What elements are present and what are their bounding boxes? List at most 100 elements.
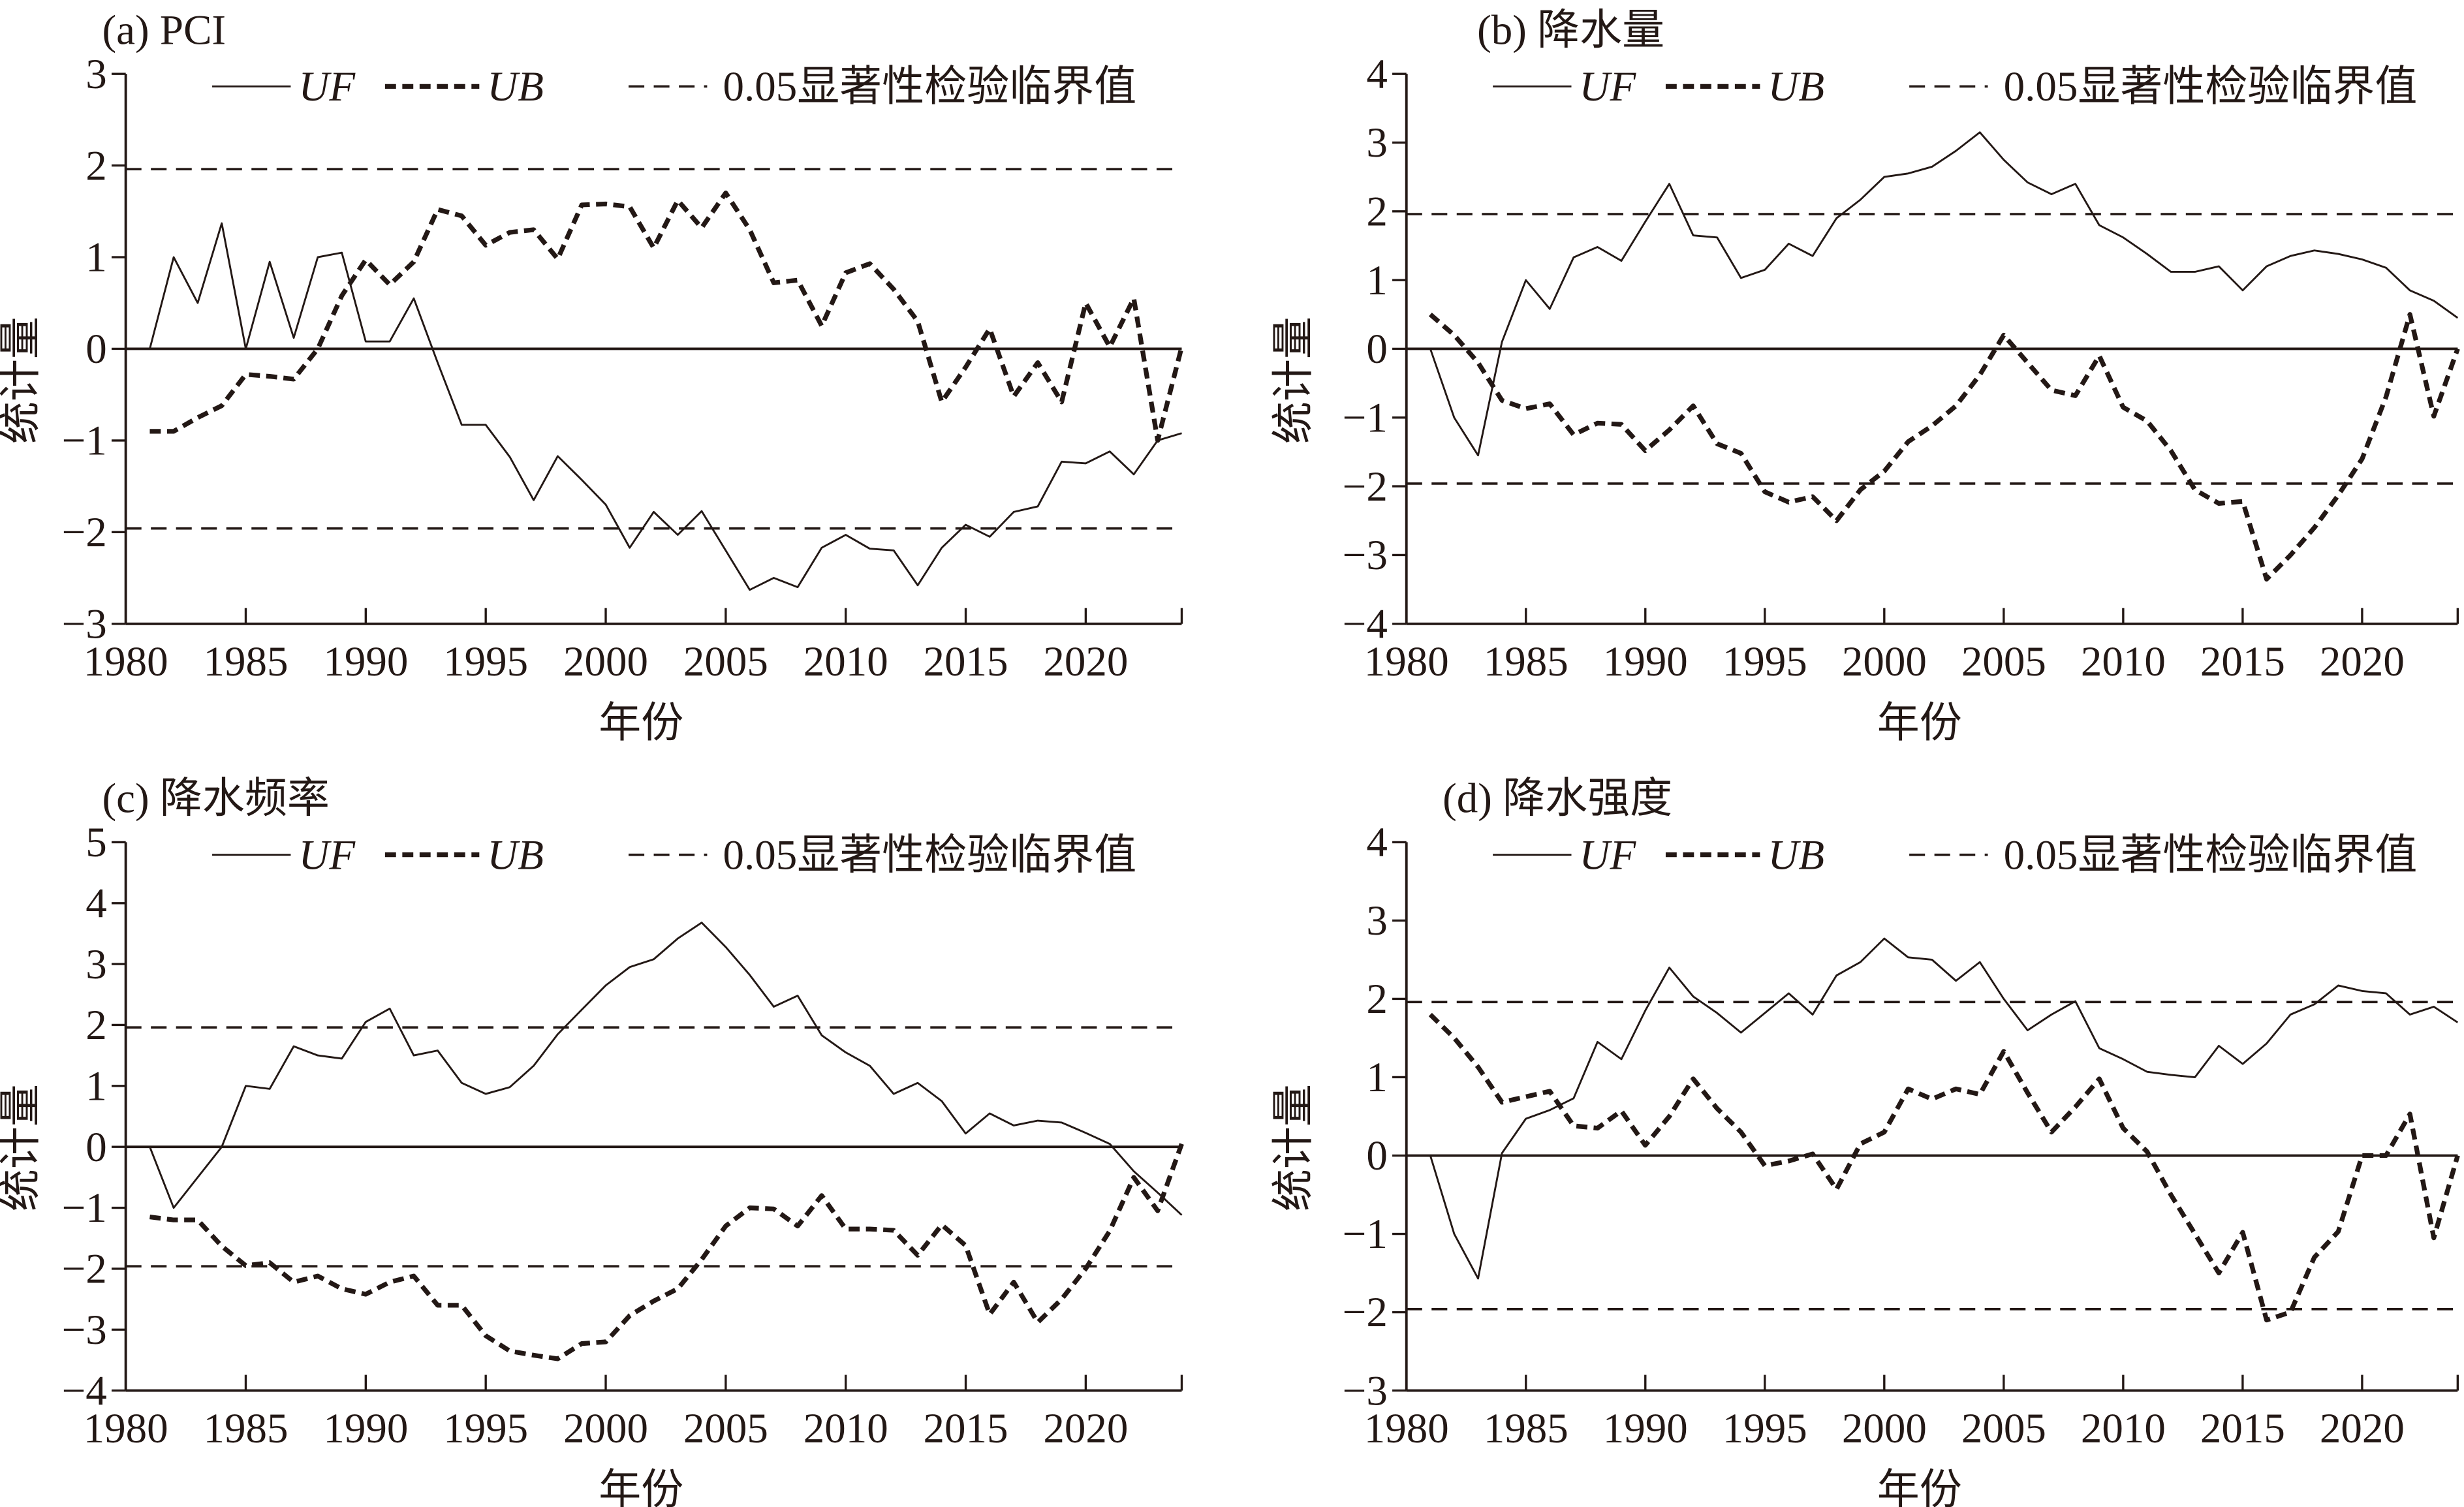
y-tick-label: 4 [86, 880, 106, 927]
x-tick-label: 2000 [1842, 1405, 1927, 1452]
y-tick-label: 3 [1366, 119, 1388, 166]
chart-title: (a) PCI [102, 7, 226, 54]
y-axis-label: 统计量 [0, 1084, 44, 1211]
y-tick-label: −1 [1343, 1211, 1388, 1258]
x-axis-label: 年份 [599, 1467, 683, 1507]
x-tick-label: 2000 [1842, 638, 1927, 685]
y-tick-label: −2 [1343, 1289, 1388, 1336]
x-tick-label: 1985 [1484, 1405, 1568, 1452]
x-tick-label: 1990 [323, 1405, 408, 1452]
x-tick-label: 2010 [803, 638, 888, 685]
x-tick-label: 1980 [84, 1405, 168, 1452]
x-tick-label: 2015 [924, 1405, 1008, 1452]
x-tick-label: 2010 [2081, 638, 2166, 685]
x-tick-label: 1990 [1603, 1405, 1688, 1452]
y-tick-label: 1 [1366, 1054, 1388, 1101]
uf-series-line [1429, 131, 2459, 457]
legend-uf-label: UF [298, 831, 356, 878]
y-tick-label: 5 [86, 819, 106, 866]
x-tick-label: 2000 [563, 638, 648, 685]
y-tick-label: 4 [1366, 51, 1388, 98]
x-tick-label: 2020 [2320, 1405, 2405, 1452]
x-tick-label: 2005 [1961, 638, 2046, 685]
legend: UF UB 0.05显著性检验临界值 [1493, 63, 2417, 110]
ub-series-line [149, 1143, 1184, 1361]
y-tick-label: 3 [86, 51, 106, 98]
y-tick-label: −2 [62, 509, 107, 556]
y-tick-label: −1 [1343, 394, 1388, 441]
x-tick-label: 1995 [443, 1405, 528, 1452]
y-tick-label: 0 [1366, 326, 1388, 373]
x-tick-label: 1980 [1364, 1405, 1449, 1452]
ub-series-line [1428, 1012, 2460, 1323]
y-tick-label: 0 [86, 326, 106, 373]
x-tick-label: 2000 [563, 1405, 648, 1452]
chart-title: (d) 降水强度 [1443, 775, 1672, 822]
y-tick-label: −3 [1343, 1367, 1388, 1414]
ub-series-line [149, 191, 1184, 443]
y-tick-label: 2 [86, 142, 106, 189]
ub-series-line [1428, 312, 2460, 582]
y-axis-label: 统计量 [1270, 317, 1317, 444]
y-axis-label: 统计量 [1270, 1084, 1317, 1211]
x-axis-label: 年份 [1877, 1467, 1962, 1507]
y-tick-label: 3 [86, 941, 106, 988]
legend-uf-label: UF [1580, 63, 1637, 110]
x-tick-label: 2010 [2081, 1405, 2166, 1452]
x-tick-label: 2010 [803, 1405, 888, 1452]
chart-panel-a: (a) PCI −3 −2 −1 0 1 2 3 1980 1985 1990 1995 2000 200… [0, 7, 1184, 747]
uf-series-line [149, 922, 1183, 1216]
chart-panel-c: (c) 降水频率 −4 −3 −2 −1 0 1 2 3 4 5 1980 1985 1990 1995 20… [0, 775, 1184, 1507]
x-tick-label: 1985 [203, 1405, 288, 1452]
y-tick-label: −4 [1343, 600, 1388, 647]
y-tick-label: −1 [62, 1185, 107, 1232]
x-tick-label: 2005 [683, 638, 768, 685]
y-tick-label: 1 [86, 234, 106, 281]
y-axis-label: 统计量 [0, 317, 44, 444]
legend-critical-label: 0.05显著性检验临界值 [2004, 63, 2418, 110]
x-tick-label: 1990 [1603, 638, 1688, 685]
x-tick-label: 1980 [1364, 638, 1449, 685]
y-tick-label: 0 [86, 1124, 106, 1171]
y-tick-label: 2 [86, 1002, 106, 1049]
x-tick-label: 1980 [84, 638, 168, 685]
x-tick-label: 1995 [1723, 1405, 1807, 1452]
y-tick-label: −4 [62, 1367, 107, 1414]
x-tick-label: 2005 [1961, 1405, 2046, 1452]
legend: UF UB 0.05显著性检验临界值 [212, 831, 1136, 878]
uf-series-line [149, 222, 1182, 591]
legend-ub-label: UB [1768, 63, 1824, 110]
y-tick-label: −3 [62, 600, 107, 647]
chart-title: (b) 降水量 [1477, 7, 1664, 54]
x-tick-label: 2015 [2200, 638, 2285, 685]
y-tick-label: 4 [1366, 819, 1388, 866]
legend-critical-label: 0.05显著性检验临界值 [723, 831, 1136, 878]
x-tick-label: 2015 [924, 638, 1008, 685]
legend-uf-label: UF [1580, 831, 1637, 878]
legend-critical-label: 0.05显著性检验临界值 [723, 63, 1136, 110]
legend-ub-label: UB [487, 63, 544, 110]
y-tick-label: −2 [62, 1246, 107, 1293]
x-tick-label: 2020 [1043, 638, 1128, 685]
legend-ub-label: UB [1768, 831, 1824, 878]
legend-critical-label: 0.05显著性检验临界值 [2004, 831, 2418, 878]
legend-ub-label: UB [487, 831, 544, 878]
x-tick-label: 2020 [1043, 1405, 1128, 1452]
x-tick-label: 1995 [443, 638, 528, 685]
legend: UF UB 0.05显著性检验临界值 [212, 63, 1136, 110]
y-tick-label: −3 [1343, 532, 1388, 579]
y-tick-label: 3 [1366, 897, 1388, 944]
y-tick-label: 1 [1366, 257, 1388, 304]
legend-uf-label: UF [298, 63, 356, 110]
y-tick-label: 2 [1366, 976, 1388, 1023]
x-tick-label: 2005 [683, 1405, 768, 1452]
y-tick-label: −2 [1343, 463, 1388, 510]
x-tick-label: 2020 [2320, 638, 2405, 685]
uf-series-line [1429, 937, 2459, 1280]
y-tick-label: 0 [1366, 1132, 1388, 1179]
x-axis-label: 年份 [1877, 700, 1962, 747]
y-tick-label: −1 [62, 418, 107, 465]
x-axis-label: 年份 [599, 700, 683, 747]
y-tick-label: 2 [1366, 188, 1388, 235]
